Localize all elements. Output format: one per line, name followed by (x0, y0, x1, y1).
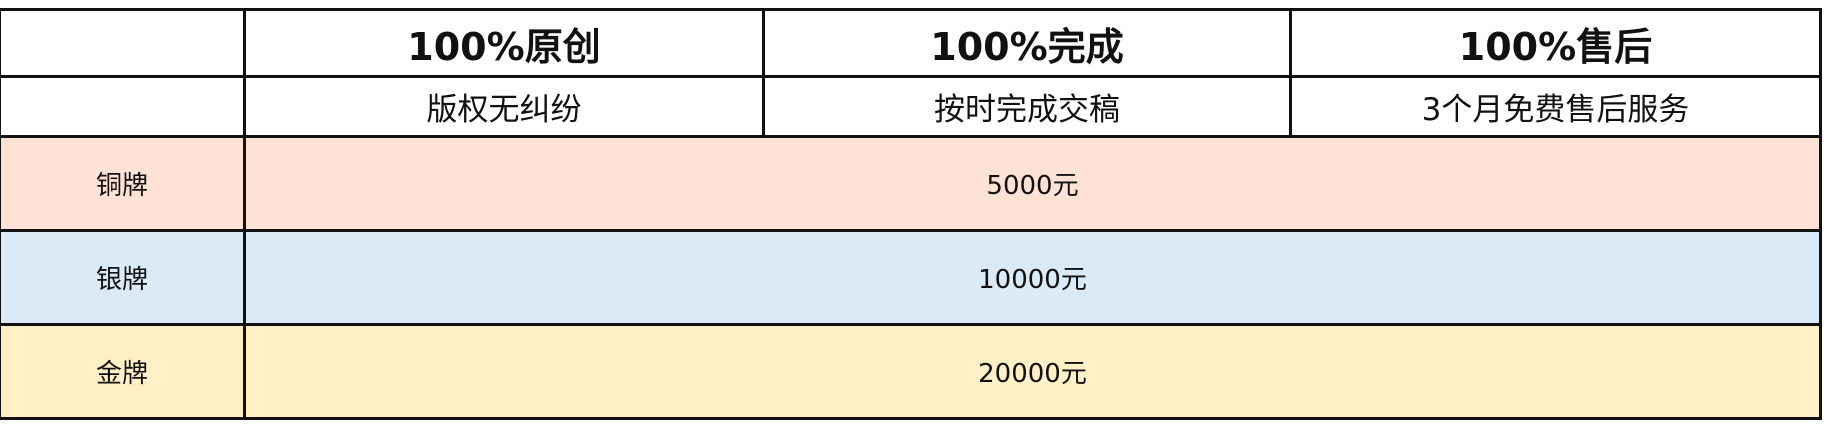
guarantee-subtitle-row: 版权无纠纷 按时完成交稿 3个月免费售后服务 (0, 75, 1822, 138)
tier-row-silver: 银牌 10000元 (0, 229, 1822, 326)
tier-name: 金牌 (0, 323, 246, 420)
guarantee-subtitle-completion: 按时完成交稿 (762, 75, 1292, 138)
guarantee-subtitle-original: 版权无纠纷 (243, 75, 765, 138)
tier-name: 银牌 (0, 229, 246, 326)
tier-price: 20000元 (243, 323, 1822, 420)
empty-corner-cell (0, 8, 246, 78)
pricing-table: 100%原创 100%完成 100%售后 版权无纠纷 按时完成交稿 3个月免费售… (0, 8, 1822, 420)
tier-price: 10000元 (243, 229, 1822, 326)
tier-row-gold: 金牌 20000元 (0, 323, 1822, 420)
guarantee-title-original: 100%原创 (243, 8, 765, 78)
guarantee-title-completion: 100%完成 (762, 8, 1292, 78)
guarantee-title-row: 100%原创 100%完成 100%售后 (0, 8, 1822, 78)
guarantee-title-aftersales: 100%售后 (1289, 8, 1822, 78)
guarantee-subtitle-aftersales: 3个月免费售后服务 (1289, 75, 1822, 138)
tier-name: 铜牌 (0, 135, 246, 232)
tier-price: 5000元 (243, 135, 1822, 232)
tier-row-bronze: 铜牌 5000元 (0, 135, 1822, 232)
empty-corner-cell (0, 75, 246, 138)
